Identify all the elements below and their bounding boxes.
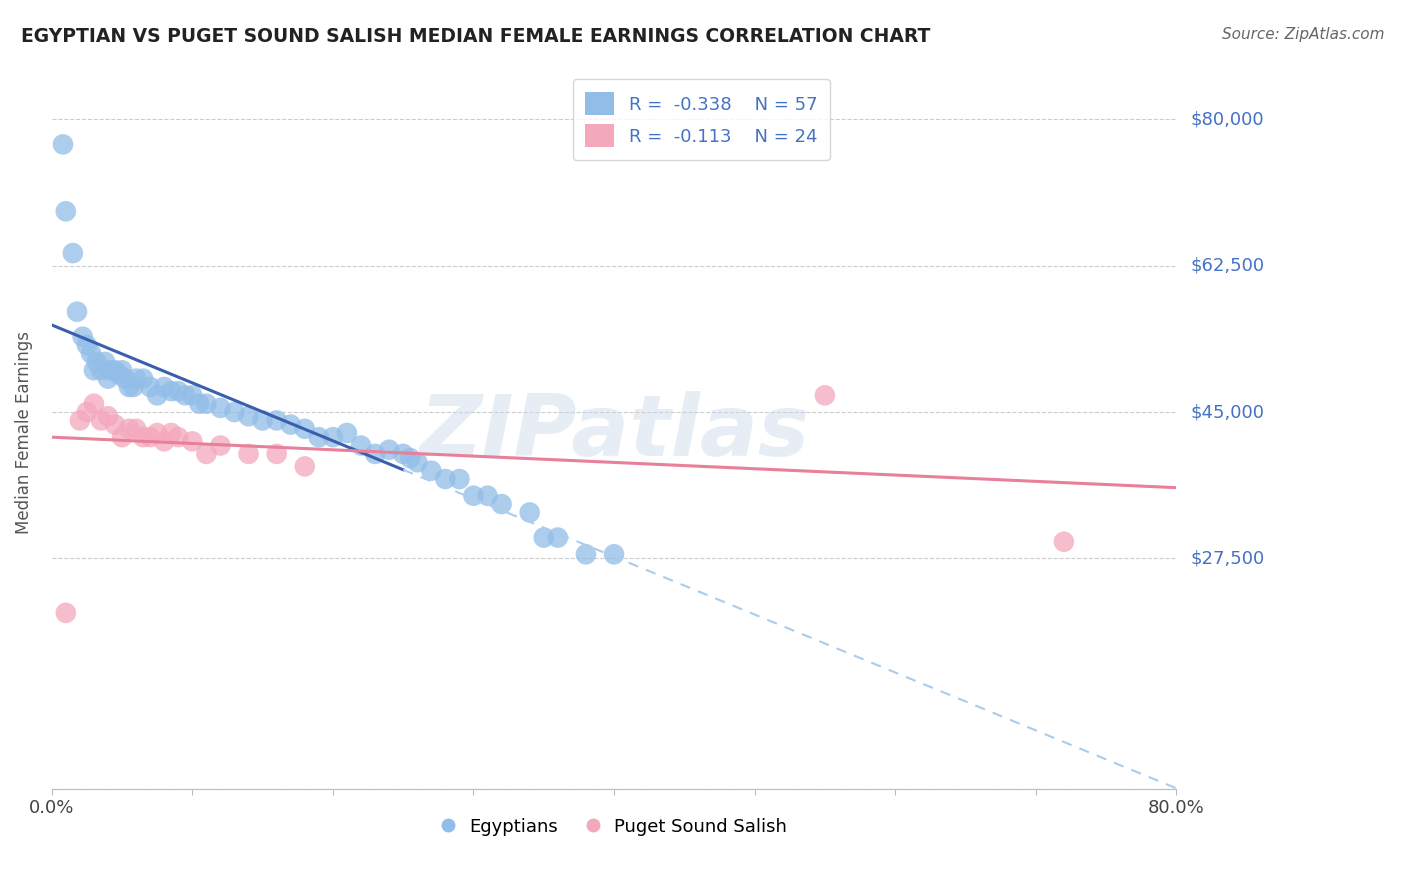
Point	[266, 447, 288, 461]
Point	[90, 363, 112, 377]
Point	[132, 371, 155, 385]
Point	[94, 355, 117, 369]
Y-axis label: Median Female Earnings: Median Female Earnings	[15, 332, 32, 534]
Point	[603, 547, 626, 561]
Point	[477, 489, 499, 503]
Point	[139, 380, 162, 394]
Point	[266, 413, 288, 427]
Point	[118, 380, 141, 394]
Point	[146, 388, 169, 402]
Point	[350, 438, 373, 452]
Point	[308, 430, 330, 444]
Point	[174, 388, 197, 402]
Legend: Egyptians, Puget Sound Salish: Egyptians, Puget Sound Salish	[433, 810, 794, 844]
Point	[434, 472, 457, 486]
Text: Source: ZipAtlas.com: Source: ZipAtlas.com	[1222, 27, 1385, 42]
Point	[160, 425, 183, 440]
Point	[399, 451, 422, 466]
Point	[294, 422, 316, 436]
Point	[322, 430, 344, 444]
Point	[111, 430, 134, 444]
Point	[491, 497, 513, 511]
Point	[463, 489, 485, 503]
Point	[188, 397, 211, 411]
Point	[336, 425, 359, 440]
Point	[181, 388, 204, 402]
Point	[62, 246, 84, 260]
Point	[118, 422, 141, 436]
Point	[238, 409, 260, 424]
Point	[252, 413, 274, 427]
Point	[547, 531, 569, 545]
Point	[224, 405, 246, 419]
Point	[153, 434, 176, 449]
Point	[392, 447, 415, 461]
Point	[97, 409, 120, 424]
Point	[55, 204, 77, 219]
Point	[449, 472, 471, 486]
Point	[83, 397, 105, 411]
Point	[76, 338, 98, 352]
Point	[364, 447, 387, 461]
Point	[195, 397, 218, 411]
Point	[146, 425, 169, 440]
Point	[195, 447, 218, 461]
Point	[76, 405, 98, 419]
Point	[160, 384, 183, 399]
Point	[122, 380, 145, 394]
Point	[114, 371, 136, 385]
Point	[72, 330, 94, 344]
Point	[181, 434, 204, 449]
Text: $80,000: $80,000	[1191, 111, 1264, 128]
Point	[55, 606, 77, 620]
Point	[1053, 534, 1076, 549]
Point	[69, 413, 91, 427]
Point	[280, 417, 302, 432]
Point	[125, 422, 148, 436]
Point	[209, 438, 232, 452]
Point	[83, 363, 105, 377]
Point	[519, 506, 541, 520]
Point	[575, 547, 598, 561]
Text: EGYPTIAN VS PUGET SOUND SALISH MEDIAN FEMALE EARNINGS CORRELATION CHART: EGYPTIAN VS PUGET SOUND SALISH MEDIAN FE…	[21, 27, 931, 45]
Point	[52, 137, 75, 152]
Point	[132, 430, 155, 444]
Text: $27,500: $27,500	[1191, 549, 1264, 567]
Point	[125, 371, 148, 385]
Point	[100, 363, 122, 377]
Point	[139, 430, 162, 444]
Point	[167, 384, 190, 399]
Point	[420, 464, 443, 478]
Text: $62,500: $62,500	[1191, 257, 1264, 275]
Point	[108, 368, 131, 382]
Point	[167, 430, 190, 444]
Point	[86, 355, 108, 369]
Point	[238, 447, 260, 461]
Point	[80, 346, 103, 360]
Point	[533, 531, 555, 545]
Point	[104, 363, 127, 377]
Point	[153, 380, 176, 394]
Text: ZIPatlas: ZIPatlas	[419, 392, 810, 475]
Point	[406, 455, 429, 469]
Point	[378, 442, 401, 457]
Point	[97, 371, 120, 385]
Point	[209, 401, 232, 415]
Point	[90, 413, 112, 427]
Point	[104, 417, 127, 432]
Text: $45,000: $45,000	[1191, 403, 1264, 421]
Point	[294, 459, 316, 474]
Point	[814, 388, 837, 402]
Point	[66, 304, 89, 318]
Point	[111, 363, 134, 377]
